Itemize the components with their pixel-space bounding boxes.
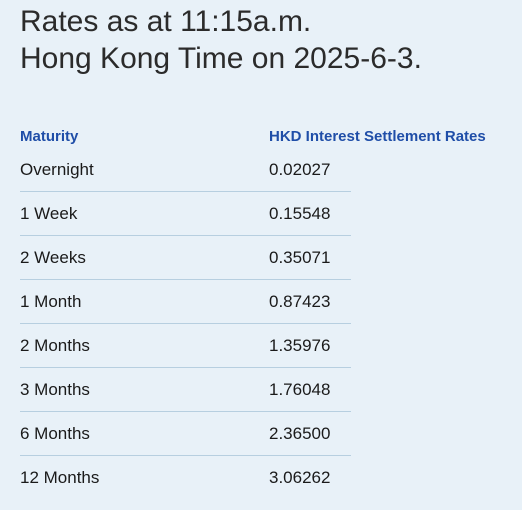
rate-cell: 0.35071 bbox=[269, 248, 331, 267]
maturity-cell: 2 Weeks bbox=[20, 248, 86, 267]
table-row: 6 Months 2.36500 bbox=[20, 412, 351, 456]
row-divider bbox=[20, 235, 351, 236]
rate-cell: 3.06262 bbox=[269, 468, 331, 487]
table-row: 1 Month 0.87423 bbox=[20, 280, 351, 324]
table-row: 2 Months 1.35976 bbox=[20, 324, 351, 368]
maturity-cell: 2 Months bbox=[20, 336, 90, 355]
row-divider bbox=[20, 191, 351, 192]
column-header-rate: HKD Interest Settlement Rates bbox=[269, 128, 486, 145]
rate-cell: 0.87423 bbox=[269, 292, 331, 311]
table-row: Overnight 0.02027 bbox=[20, 148, 351, 192]
row-divider bbox=[20, 455, 351, 456]
page-title: Rates as at 11:15a.m. Hong Kong Time on … bbox=[20, 3, 422, 77]
maturity-cell: 1 Month bbox=[20, 292, 82, 311]
page-title-line-2: Hong Kong Time on 2025-6-3. bbox=[20, 42, 422, 75]
table-row: 1 Week 0.15548 bbox=[20, 192, 351, 236]
rate-cell: 0.15548 bbox=[269, 204, 331, 223]
rate-cell: 1.76048 bbox=[269, 380, 331, 399]
maturity-cell: Overnight bbox=[20, 160, 94, 179]
row-divider bbox=[20, 411, 351, 412]
rate-cell: 0.02027 bbox=[269, 160, 331, 179]
rate-cell: 1.35976 bbox=[269, 336, 331, 355]
table-row: 3 Months 1.76048 bbox=[20, 368, 351, 412]
row-divider bbox=[20, 367, 351, 368]
row-divider bbox=[20, 323, 351, 324]
maturity-cell: 12 Months bbox=[20, 468, 100, 487]
maturity-cell: 1 Week bbox=[20, 204, 78, 223]
table-row: 2 Weeks 0.35071 bbox=[20, 236, 351, 280]
page-title-line-1: Rates as at 11:15a.m. bbox=[20, 5, 312, 38]
maturity-cell: 6 Months bbox=[20, 424, 90, 443]
row-divider bbox=[20, 279, 351, 280]
table-row: 12 Months 3.06262 bbox=[20, 456, 351, 500]
rate-cell: 2.36500 bbox=[269, 424, 331, 443]
column-header-maturity: Maturity bbox=[20, 128, 79, 145]
maturity-cell: 3 Months bbox=[20, 380, 90, 399]
